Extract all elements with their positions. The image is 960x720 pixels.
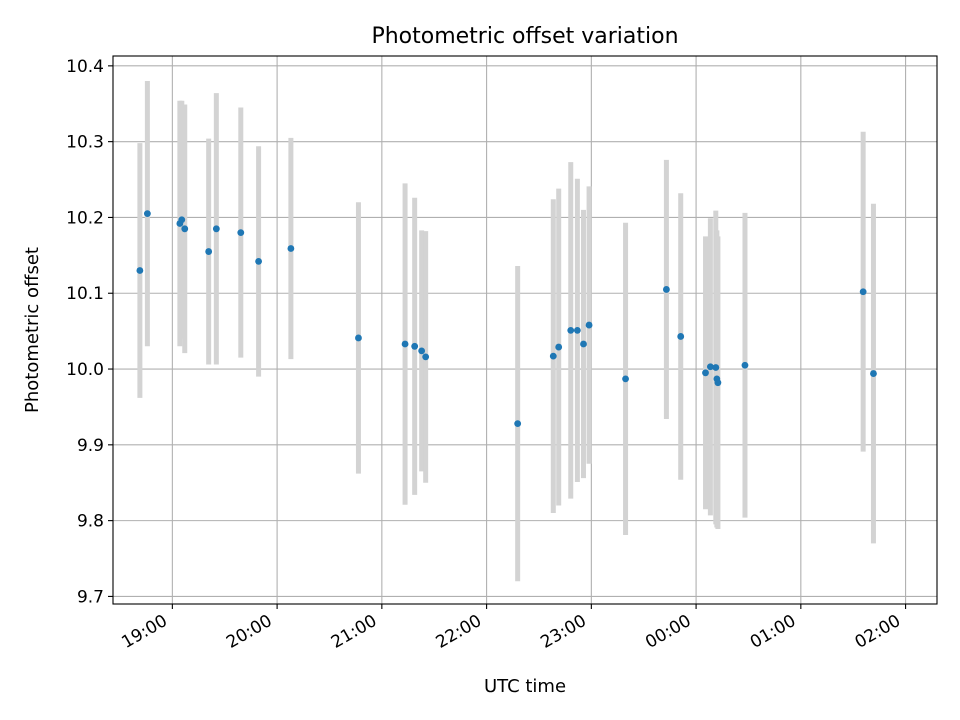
data-point: [585, 321, 593, 329]
data-point: [707, 363, 714, 371]
data-point: [622, 375, 629, 383]
y-tick-label: 10.4: [66, 57, 104, 77]
data-point: [514, 420, 522, 428]
data-point: [205, 248, 213, 255]
data-point: [178, 216, 186, 224]
y-tick-label: 9.8: [77, 512, 104, 532]
y-axis-ticks: 9.7 9.8 9.9 10.0 10.1 10.2 10.3 10.4: [66, 57, 113, 607]
data-point: [712, 364, 720, 371]
data-point: [287, 245, 295, 252]
data-point: [143, 210, 151, 218]
y-tick-label: 10.3: [66, 133, 104, 153]
data-point: [355, 334, 362, 342]
data-point: [411, 342, 419, 350]
data-point: [714, 379, 722, 387]
y-tick-label: 10.1: [66, 284, 104, 304]
data-points: [136, 210, 877, 428]
data-point: [237, 229, 245, 237]
data-point: [181, 225, 189, 233]
data-point: [702, 369, 709, 377]
data-point: [555, 343, 563, 351]
data-point: [573, 326, 581, 334]
data-point: [401, 340, 409, 348]
y-axis-label: Photometric offset: [22, 247, 43, 413]
data-point: [741, 361, 749, 369]
data-point: [580, 340, 587, 348]
data-point: [255, 258, 262, 265]
data-point: [212, 225, 220, 233]
data-point: [870, 370, 877, 377]
chart-title: Photometric offset variation: [371, 24, 678, 49]
data-point: [567, 326, 575, 334]
data-point: [859, 288, 867, 296]
data-point: [549, 352, 557, 360]
x-axis-label: UTC time: [484, 676, 566, 697]
data-point: [663, 286, 670, 293]
data-point: [422, 353, 430, 361]
y-tick-label: 9.9: [77, 436, 104, 456]
data-point: [418, 347, 426, 355]
data-point: [136, 267, 144, 274]
data-point: [677, 333, 685, 340]
plot-frame: [112, 55, 938, 605]
y-tick-label: 9.7: [77, 587, 104, 607]
y-tick-label: 10.0: [66, 360, 104, 380]
y-tick-label: 10.2: [66, 208, 104, 228]
